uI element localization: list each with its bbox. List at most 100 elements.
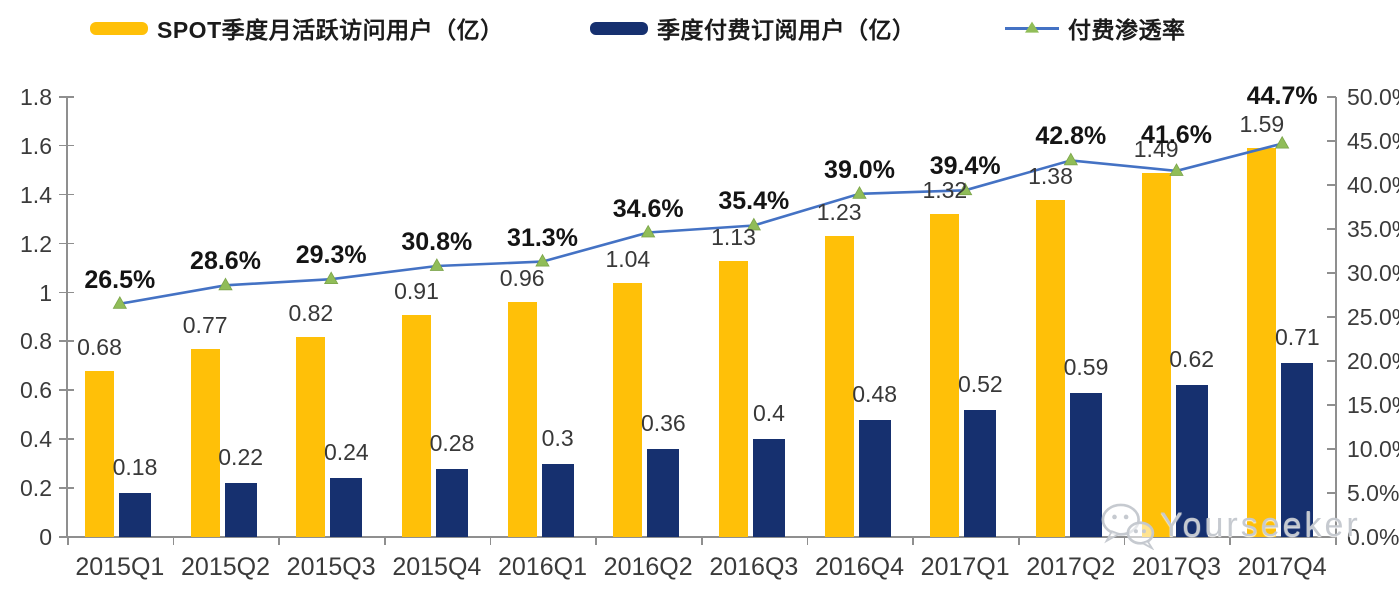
penetration-rate-label: 42.8% <box>1035 122 1107 151</box>
subscribers-bar-label: 0.4 <box>753 400 785 427</box>
subscribers-bar-label: 0.48 <box>852 380 898 407</box>
x-axis-tick <box>278 537 280 545</box>
mau-bar-label: 0.68 <box>77 333 122 360</box>
x-axis-tick <box>384 537 386 545</box>
legend-label-subscribers: 季度付费订阅用户（亿） <box>657 17 916 43</box>
mau-bar-label: 0.91 <box>394 277 439 304</box>
subscribers-bar-label: 0.24 <box>323 439 369 466</box>
subscribers-bar <box>647 449 680 537</box>
mau-bar <box>1247 148 1277 537</box>
right-axis-tick-label: 0.0% <box>1347 524 1399 550</box>
subscribers-bar-label: 0.71 <box>1274 324 1320 351</box>
penetration-rate-label: 39.0% <box>824 155 895 184</box>
right-axis-tick <box>1327 360 1336 362</box>
subscribers-bar <box>858 419 891 537</box>
subscribers-bar <box>436 468 468 537</box>
penetration-rate-label: 34.6% <box>612 194 684 223</box>
x-axis-label: 2015Q2 <box>181 553 270 581</box>
subscribers-bar-swatch <box>590 21 648 35</box>
subscribers-bar <box>330 478 363 537</box>
triangle-marker-icon <box>852 185 867 199</box>
subscribers-bar-label: 0.62 <box>1169 346 1215 373</box>
penetration-rate-line <box>112 135 1290 309</box>
left-axis-tick <box>59 291 74 294</box>
x-axis-label: 2015Q4 <box>392 553 482 581</box>
triangle-marker-icon <box>1063 152 1079 166</box>
subscribers-bar-label: 0.36 <box>640 410 686 436</box>
left-axis-tick-label: 0.8 <box>20 328 52 355</box>
right-axis-tick-label: 45.0% <box>1347 128 1399 154</box>
subscribers-bar <box>1070 392 1102 537</box>
x-axis-tick <box>595 537 597 545</box>
mau-bar <box>85 370 114 537</box>
left-axis-tick <box>59 536 74 538</box>
x-axis-label: 2016Q4 <box>815 553 904 581</box>
left-axis-tick-label: 0 <box>39 524 52 550</box>
x-axis-label: 2017Q1 <box>920 553 1010 581</box>
x-axis-tick <box>1018 537 1020 545</box>
x-axis-tick <box>172 537 175 545</box>
x-axis-label: 2017Q4 <box>1237 553 1327 581</box>
x-axis-tick <box>701 537 703 545</box>
left-axis-line <box>66 97 68 537</box>
legend-item-mau: SPOT季度月活跃访问用户（亿） <box>90 12 504 44</box>
wechat-icon <box>1101 503 1155 550</box>
subscribers-bar <box>1281 363 1314 537</box>
mau-bar-label: 0.96 <box>499 265 545 292</box>
x-axis-label: 2017Q3 <box>1132 553 1221 581</box>
legend-label-mau: SPOT季度月活跃访问用户（亿） <box>157 17 504 43</box>
mau-bar <box>1141 172 1171 537</box>
mau-bar <box>613 282 643 537</box>
mau-bar <box>507 302 537 537</box>
legend-item-penetration: 付费渗透率 <box>1005 12 1186 44</box>
watermark-text: Yourseeker <box>1160 505 1361 544</box>
subscribers-bar-label: 0.59 <box>1063 353 1109 380</box>
x-axis-label: 2015Q3 <box>286 553 376 581</box>
right-axis-tick-label: 40.0% <box>1347 172 1399 198</box>
left-axis-tick-label: 0.6 <box>20 377 52 404</box>
mau-bar-label: 1.23 <box>816 199 862 226</box>
legend-item-subscribers: 季度付费订阅用户（亿） <box>590 12 916 44</box>
right-axis-tick-label: 15.0% <box>1347 392 1399 418</box>
penetration-line-path <box>119 142 1283 306</box>
bottom-axis-line <box>66 536 1336 538</box>
triangle-marker-icon <box>535 253 550 267</box>
subscribers-bar-label: 0.22 <box>218 444 264 471</box>
triangle-marker-icon <box>429 258 445 271</box>
triangle-marker-icon <box>1025 21 1039 33</box>
mau-bar-label: 0.82 <box>288 299 334 326</box>
right-axis-tick-label: 50.0% <box>1347 84 1399 110</box>
penetration-rate-label: 28.6% <box>190 247 261 276</box>
penetration-line-swatch <box>1005 21 1059 33</box>
watermark: Yourseeker <box>1098 500 1361 550</box>
x-axis-tick <box>1335 537 1337 545</box>
left-axis-tick-label: 1.8 <box>20 84 52 110</box>
left-axis-tick <box>59 340 74 342</box>
triangle-marker-icon <box>746 217 762 231</box>
left-axis-tick <box>59 389 74 391</box>
x-axis-tick <box>806 537 809 545</box>
right-axis-tick-label: 30.0% <box>1347 260 1399 286</box>
x-axis-tick <box>1123 537 1126 545</box>
mau-bar-label: 1.38 <box>1028 162 1073 189</box>
subscribers-bar <box>119 493 151 537</box>
legend-label-penetration: 付费渗透率 <box>1068 17 1186 43</box>
left-axis-tick-label: 1.2 <box>20 230 52 257</box>
left-axis-tick <box>59 193 74 196</box>
left-axis-tick <box>59 487 74 489</box>
right-axis-tick <box>1327 272 1336 274</box>
mau-bar-label: 1.32 <box>922 177 968 204</box>
x-axis-tick <box>67 537 69 545</box>
x-axis-label: 2016Q1 <box>498 553 587 581</box>
mau-bar-label: 0.77 <box>182 311 228 338</box>
left-axis-tick-label: 0.2 <box>20 475 52 502</box>
penetration-rate-label: 29.3% <box>295 241 367 270</box>
subscribers-bar-label: 0.52 <box>957 370 1003 397</box>
triangle-marker-icon <box>640 224 656 238</box>
penetration-rate-label: 35.4% <box>718 187 790 216</box>
right-axis-tick <box>1327 448 1336 450</box>
mau-bar-swatch <box>90 21 148 35</box>
penetration-rate-label: 26.5% <box>84 265 156 294</box>
right-axis-tick <box>1327 96 1336 98</box>
